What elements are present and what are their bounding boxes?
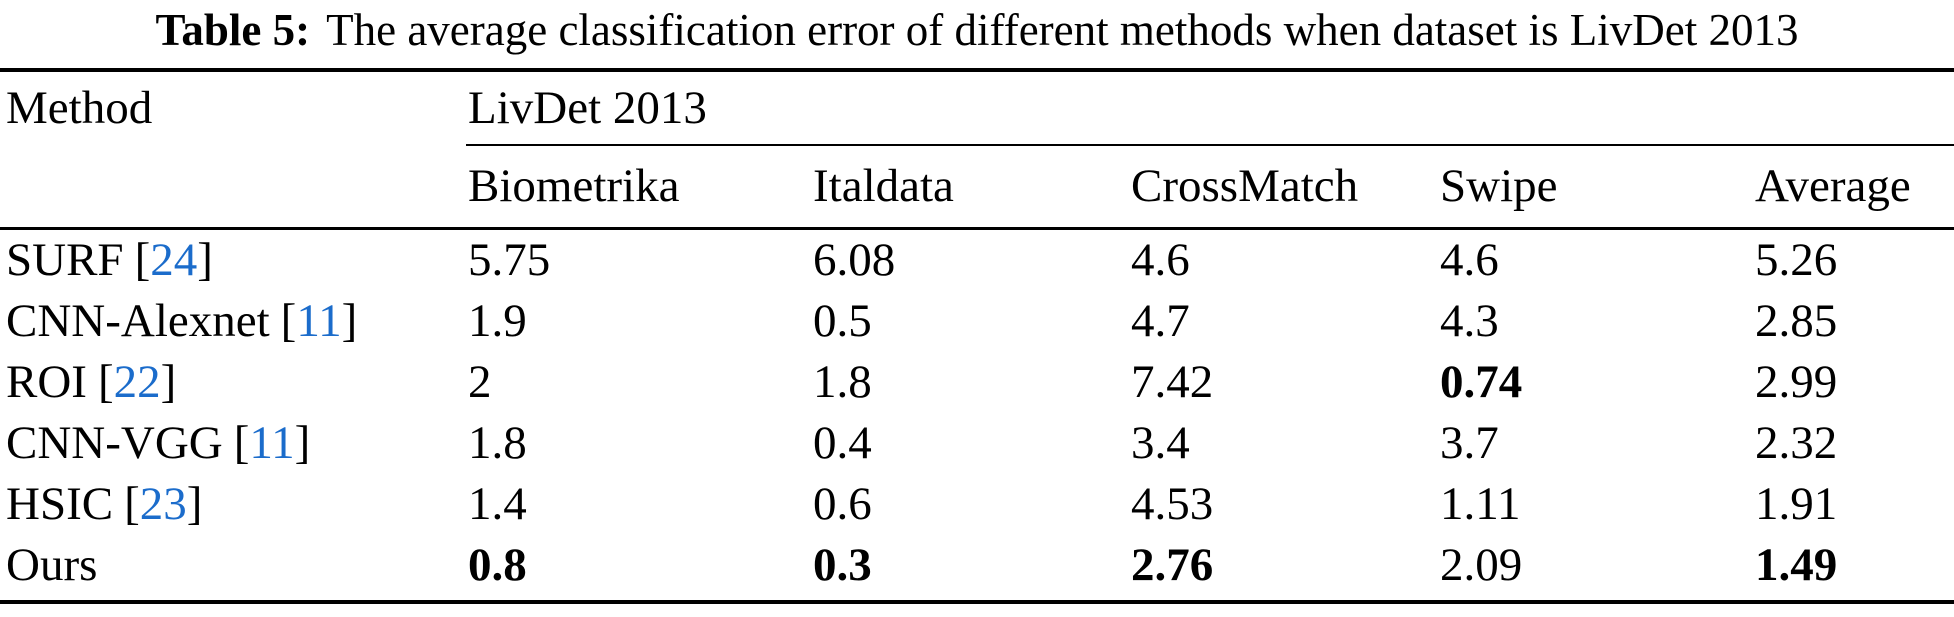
table-rule-header: [0, 226, 1954, 230]
table-cell: 0.6: [813, 478, 872, 531]
method-name: ROI: [6, 356, 87, 409]
method-name: CNN-VGG: [6, 417, 223, 470]
method-name: SURF: [6, 234, 124, 287]
citation-bracket-close: ]: [197, 234, 213, 287]
table-row: Ours[] 0.8 0.3 2.76 2.09 1.49: [0, 535, 1954, 596]
citation: [24]: [135, 234, 213, 286]
table-cell: 3.7: [1440, 417, 1499, 470]
citation-bracket-open: [: [233, 417, 250, 470]
table-cell: 4.6: [1440, 234, 1499, 287]
table-cell: 3.4: [1131, 417, 1190, 470]
table-cell-method: CNN-VGG [11]: [0, 416, 468, 470]
caption-label: Table 5:: [155, 5, 311, 55]
citation: [11]: [281, 295, 358, 347]
table-cell: 1.49: [1755, 539, 1838, 592]
column-header-swipe: Swipe: [1440, 160, 1558, 213]
citation-bracket-open: [: [124, 478, 140, 531]
table-cell: 1.4: [468, 478, 527, 531]
column-header-italdata: Italdata: [813, 160, 954, 213]
citation: [22]: [98, 356, 176, 408]
column-header-crossmatch: CrossMatch: [1131, 160, 1359, 213]
table-cell: 1.11: [1440, 478, 1521, 531]
citation-link[interactable]: 22: [113, 356, 161, 409]
table-cell-method: CNN-Alexnet [11]: [0, 294, 468, 348]
table-cell-method: ROI [22]: [0, 355, 468, 409]
table-rule-top: [0, 67, 1954, 72]
table-cell: 4.53: [1131, 478, 1214, 531]
table-cell: 7.42: [1131, 356, 1214, 409]
table-cell: 1.91: [1755, 478, 1838, 531]
table-header-row: Biometrika Italdata CrossMatch Swipe Ave…: [0, 146, 1954, 227]
table-cell: 0.4: [813, 417, 872, 470]
citation-bracket-open: [: [134, 234, 151, 287]
citation-bracket-close: ]: [294, 417, 311, 470]
citation-link[interactable]: 11: [249, 417, 295, 470]
citation: [23]: [124, 478, 202, 530]
table-rule-bottom: [0, 599, 1954, 604]
caption-text: The average classification error of diff…: [326, 5, 1799, 55]
citation-bracket-open: [: [280, 295, 297, 348]
table-cell: 2.76: [1131, 539, 1214, 592]
table-row: CNN-Alexnet [11] 1.9 0.5 4.7 4.3 2.85: [0, 291, 1954, 352]
table-cell: 4.7: [1131, 295, 1190, 348]
table-cell: 4.6: [1131, 234, 1190, 287]
table-cell: 2.09: [1440, 539, 1523, 592]
citation-link[interactable]: 24: [150, 234, 198, 287]
table-cell-method: SURF [24]: [0, 233, 468, 287]
citation: [11]: [234, 417, 311, 469]
table-rule-group: [0, 143, 1954, 146]
table-cell: 2: [468, 356, 492, 409]
table-caption: Table 5: The average classification error…: [0, 0, 1954, 57]
table-row: ROI [22] 2 1.8 7.42 0.74 2.99: [0, 352, 1954, 413]
table-cell: 0.74: [1440, 356, 1523, 409]
method-name: HSIC: [6, 478, 114, 531]
table-body: SURF [24] 5.75 6.08 4.6 4.6 5.26 CNN-Alex…: [0, 230, 1954, 596]
table-cell-method: Ours[]: [0, 538, 468, 592]
table-cell: 4.3: [1440, 295, 1499, 348]
table-cell: 5.75: [468, 234, 551, 287]
column-header-average: Average: [1755, 160, 1911, 213]
table-cell-method: HSIC [23]: [0, 477, 468, 531]
column-header-biometrika: Biometrika: [468, 160, 680, 213]
column-header-method: Method: [6, 81, 153, 134]
citation-bracket-close: ]: [186, 478, 203, 531]
citation-link[interactable]: 11: [296, 295, 342, 348]
table-cell: 2.85: [1755, 295, 1838, 348]
table-row: SURF [24] 5.75 6.08 4.6 4.6 5.26: [0, 230, 1954, 291]
table-cell: 1.8: [468, 417, 527, 470]
citation-bracket-open: [: [97, 356, 114, 409]
table-cell: 1.8: [813, 356, 872, 409]
group-header-livdet-2013: LivDet 2013: [468, 81, 707, 134]
table-cell: 0.3: [813, 539, 872, 592]
table-row: CNN-VGG [11] 1.8 0.4 3.4 3.7 2.32: [0, 413, 1954, 474]
table-row: HSIC [23] 1.4 0.6 4.53 1.11 1.91: [0, 474, 1954, 535]
table-cell: 0.5: [813, 295, 872, 348]
citation-bracket-close: ]: [341, 295, 358, 348]
citation-link[interactable]: 23: [139, 478, 187, 531]
method-name: Ours: [6, 539, 98, 592]
table-cell: 5.26: [1755, 234, 1838, 287]
citation-bracket-close: ]: [160, 356, 177, 409]
table-cell: 1.9: [468, 295, 527, 348]
table-cell: 0.8: [468, 539, 527, 592]
table-cell: 2.99: [1755, 356, 1838, 409]
table-cell: 6.08: [813, 234, 896, 287]
table-cell: 2.32: [1755, 417, 1838, 470]
table-header-group-row: Method LivDet 2013: [0, 72, 1954, 144]
method-name: CNN-Alexnet: [6, 295, 270, 348]
